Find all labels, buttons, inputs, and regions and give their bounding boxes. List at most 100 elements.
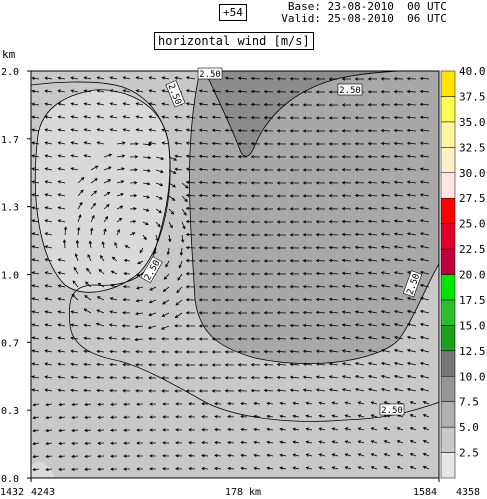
wind-arrow-head	[198, 154, 203, 159]
wind-arrow-head	[84, 441, 88, 445]
wind-arrow	[280, 467, 287, 470]
wind-arrow-head	[266, 401, 270, 406]
wind-arrow	[384, 453, 391, 457]
wind-arrow-head	[419, 270, 424, 275]
wind-arrow-head	[341, 194, 346, 198]
wind-arrow-head	[148, 102, 153, 106]
wind-arrow	[381, 220, 391, 223]
wind-arrow	[420, 155, 430, 158]
wind-arrow	[71, 350, 79, 353]
colorbar-label: 22.5	[459, 243, 486, 256]
wind-arrow	[155, 195, 163, 200]
wind-arrow-head	[380, 336, 385, 340]
wind-arrow	[342, 221, 352, 223]
wind-arrow-head	[380, 128, 385, 133]
wind-arrow	[45, 181, 53, 184]
wind-arrow-head	[57, 167, 62, 171]
wind-arrow	[394, 155, 404, 158]
wind-arrow-head	[147, 325, 152, 330]
wind-arrow-head	[289, 336, 294, 341]
wind-arrow-head	[32, 441, 36, 446]
wind-arrow-head	[302, 103, 307, 107]
wind-arrow-head	[305, 453, 310, 457]
wind-arrow-head	[279, 427, 283, 432]
wind-arrow	[199, 129, 209, 132]
wind-arrow	[77, 177, 85, 184]
wind-arrow-head	[185, 180, 190, 185]
wind-arrow	[109, 311, 118, 314]
wind-arrow	[71, 363, 79, 366]
wind-arrow-head	[315, 336, 320, 340]
wind-arrow	[212, 90, 222, 93]
wind-arrow-head	[224, 128, 229, 133]
wind-arrow-head	[240, 427, 244, 432]
wind-arrow-head	[135, 376, 139, 380]
wind-arrow-head	[122, 363, 126, 367]
wind-arrow-head	[419, 309, 424, 314]
wind-arrow-head	[341, 129, 346, 133]
wind-arrow	[58, 258, 66, 262]
wind-arrow-head	[44, 336, 48, 340]
wind-arrow-head	[32, 454, 36, 459]
wind-arrow-head	[344, 414, 349, 418]
wind-arrow-head	[276, 233, 281, 237]
wind-arrow	[407, 142, 417, 145]
wind-arrow	[58, 298, 66, 301]
wind-arrow-head	[183, 212, 187, 216]
wind-arrow-head	[250, 220, 255, 224]
wind-arrow	[142, 221, 149, 225]
wind-arrow	[355, 195, 365, 197]
wind-arrow	[142, 208, 149, 212]
wind-arrow-head	[302, 362, 307, 366]
wind-arrow-head	[148, 337, 152, 341]
wind-arrow-head	[328, 155, 333, 159]
wind-arrow-head	[393, 115, 398, 120]
wind-arrow	[329, 376, 339, 379]
wind-arrow-head	[406, 89, 411, 94]
wind-arrow-head	[250, 194, 255, 198]
wind-arrow-head	[367, 374, 372, 379]
wind-arrow	[32, 324, 40, 327]
wind-arrow-head	[393, 245, 398, 249]
wind-arrow	[45, 116, 53, 119]
wind-arrow	[345, 466, 352, 470]
wind-arrow-head	[31, 375, 35, 379]
wind-arrow-head	[169, 225, 173, 229]
wind-arrow-head	[175, 402, 179, 406]
wind-arrow-head	[160, 169, 164, 174]
wind-arrow	[116, 193, 124, 197]
wind-arrow-head	[188, 428, 192, 432]
wind-arrow-head	[253, 466, 257, 471]
wind-arrow	[168, 195, 175, 201]
wind-arrow-head	[393, 102, 398, 107]
wind-arrow-head	[302, 77, 307, 81]
wind-arrow-head	[250, 388, 255, 393]
wind-arrow-head	[110, 284, 114, 288]
wind-arrow-head	[292, 401, 296, 406]
wind-arrow-head	[109, 128, 114, 132]
wind-arrow-head	[393, 310, 398, 314]
wind-arrow-head	[70, 102, 75, 106]
wind-arrow-head	[305, 401, 309, 405]
wind-arrow-head	[185, 324, 190, 328]
wind-arrow	[96, 323, 105, 327]
wind-arrow	[394, 336, 404, 340]
wind-arrow	[71, 154, 79, 158]
wind-arrow-head	[328, 297, 333, 302]
wind-arrow	[149, 116, 157, 119]
wind-arrow-head	[409, 453, 414, 457]
wind-arrow-head	[58, 415, 62, 420]
wind-arrow	[267, 415, 274, 418]
wind-arrow	[32, 219, 40, 223]
wind-arrow	[368, 298, 378, 301]
wind-arrow	[103, 228, 106, 236]
wind-arrow-head	[380, 167, 385, 172]
wind-arrow	[371, 427, 378, 431]
wind-arrow-head	[302, 194, 307, 198]
wind-arrow-head	[263, 272, 268, 276]
wind-arrow	[381, 194, 391, 197]
wind-arrow-head	[185, 206, 190, 211]
wind-arrow-head	[198, 219, 203, 224]
wind-arrow-head	[185, 232, 190, 237]
wind-arrow-head	[97, 467, 101, 471]
